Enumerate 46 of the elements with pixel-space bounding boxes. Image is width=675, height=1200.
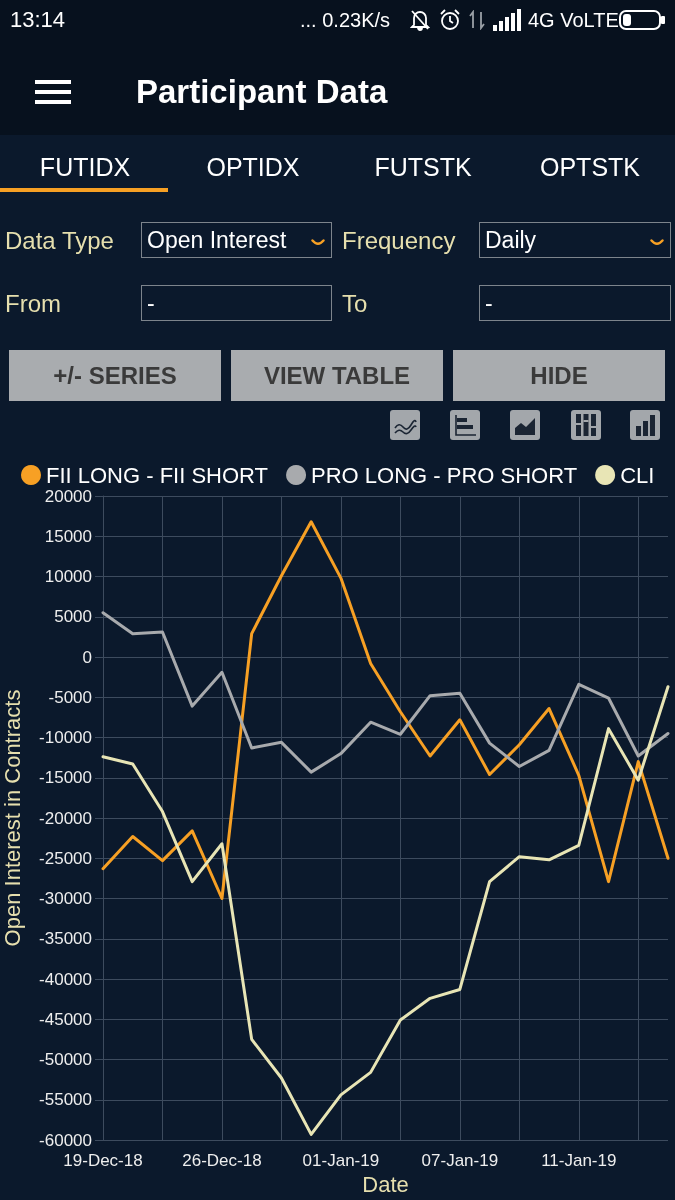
y-tick-label: -30000 <box>39 889 92 908</box>
y-tick-label: 10000 <box>44 567 92 586</box>
y-tick-label: -10000 <box>39 728 92 747</box>
button: +/- SERIES <box>9 350 221 401</box>
legend-label: PRO LONG - PRO SHORT <box>311 462 578 488</box>
y-tick-label: -5000 <box>48 687 92 707</box>
dropdown: Daily <box>479 222 671 258</box>
y-tick-label: 0 <box>82 647 92 667</box>
text: OPTSTK <box>539 152 641 182</box>
y-tick-label: -60000 <box>39 1130 92 1150</box>
button: HIDE <box>453 350 665 401</box>
text: ... 0.23K/s <box>300 8 391 32</box>
text: FUTSTK <box>374 152 472 182</box>
y-tick-label: 20000 <box>44 486 92 506</box>
dropdown: Open Interest <box>141 222 332 258</box>
y-tick-label: -25000 <box>39 848 92 868</box>
legend-label: CLI <box>620 462 655 488</box>
y-tick-label: -35000 <box>39 929 92 949</box>
y-tick-label: -50000 <box>39 1050 92 1069</box>
y-tick-label: -15000 <box>39 768 92 788</box>
x-tick-label: 11-Jan-19 <box>541 1151 617 1170</box>
legend-label: FII LONG - FII SHORT <box>46 462 269 488</box>
x-tick-label: 19-Dec-18 <box>63 1151 143 1170</box>
text: 13:14 <box>10 7 66 33</box>
x-tick-label: 07-Jan-19 <box>421 1151 499 1170</box>
text: From <box>5 290 61 318</box>
x-tick-label: 26-Dec-18 <box>182 1151 262 1170</box>
y-tick-label: -55000 <box>39 1090 92 1110</box>
button: VIEW TABLE <box>231 350 443 401</box>
y-tick-label: -45000 <box>39 1009 92 1029</box>
text: Data Type <box>5 227 114 255</box>
text: FUTIDX <box>39 152 131 182</box>
y-axis-title: Open Interest in Contracts <box>0 689 25 947</box>
y-tick-label: -20000 <box>39 808 92 828</box>
text-field: - <box>479 285 671 321</box>
y-tick-label: 5000 <box>54 607 92 627</box>
text: OPTIDX <box>206 152 300 182</box>
chart-title: Participant Data <box>136 72 388 112</box>
text-field: - <box>141 285 332 321</box>
y-tick-label: -40000 <box>39 969 92 989</box>
text: To <box>342 290 368 318</box>
x-axis-title: Date <box>362 1172 409 1198</box>
text: 4G VoLTE <box>528 8 619 32</box>
text: Frequency <box>342 227 456 255</box>
y-tick-label: 15000 <box>44 526 92 546</box>
x-tick-label: 01-Jan-19 <box>302 1151 380 1170</box>
